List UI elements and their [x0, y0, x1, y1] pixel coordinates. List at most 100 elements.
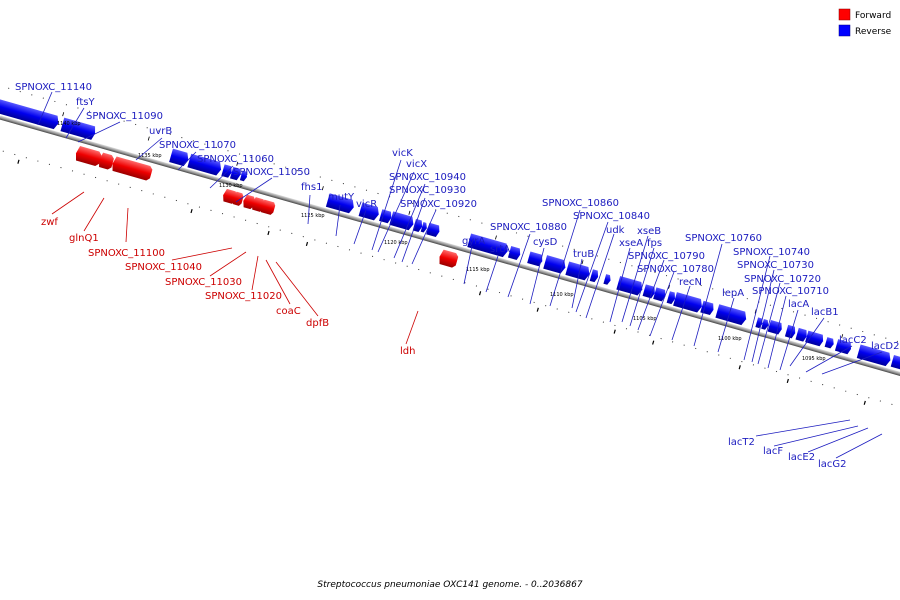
- gene-label: srtA: [490, 244, 510, 255]
- leader-line: [307, 194, 311, 225]
- reverse-gene-arrow: [420, 222, 427, 233]
- gene-label: SPNOXC_11020: [205, 291, 282, 302]
- reverse-labels: [37, 91, 883, 375]
- gene-label: SPNOXC_10880: [490, 222, 567, 233]
- gene-label: SPNOXC_11060: [197, 154, 274, 165]
- tick-label: 1095 kbp: [802, 356, 826, 362]
- gene-label: lacF: [763, 446, 783, 457]
- gene-label: xseB: [637, 226, 661, 237]
- reverse-gene-arrow: [527, 251, 543, 267]
- inner-tick: [613, 329, 616, 334]
- reverse-gene-arrow: [784, 324, 796, 339]
- leader-line: [405, 310, 419, 345]
- gene-label: xseA: [619, 238, 643, 249]
- inner-tick: [536, 307, 539, 312]
- leader-line: [411, 209, 437, 265]
- genome-backbone: [0, 115, 900, 377]
- gene-label: SPNOXC_10940: [389, 172, 466, 183]
- gene-label: SPNOXC_10780: [637, 264, 714, 275]
- gene-label: SPNOXC_10730: [737, 260, 814, 271]
- leader-line: [209, 251, 247, 277]
- leader-line: [575, 221, 609, 313]
- gene-label: mutY: [328, 192, 355, 203]
- legend-reverse-swatch: [838, 24, 851, 37]
- leader-line: [629, 247, 655, 327]
- gene-label: glnQ1: [69, 233, 99, 244]
- legend: Forward Reverse: [838, 8, 892, 37]
- reverse-gene-arrow: [412, 218, 423, 233]
- reverse-gene-arrow: [229, 166, 241, 181]
- forward-gene-arrow: [439, 249, 459, 268]
- leader-line: [275, 261, 319, 317]
- leader-line: [37, 91, 53, 126]
- reverse-gene-arrow: [0, 97, 59, 130]
- leader-line: [125, 207, 129, 243]
- reverse-gene-arrow: [239, 170, 248, 182]
- inner-tick: [863, 400, 866, 405]
- reverse-gene-arrow: [60, 117, 96, 140]
- tick-mark: [754, 309, 757, 314]
- tick-marks: [17, 112, 866, 405]
- reverse-gene-arrow: [642, 284, 655, 299]
- tick-mark: [321, 186, 324, 191]
- reverse-gene-arrow: [467, 233, 508, 258]
- leader-line: [821, 351, 883, 375]
- lower-gene-labels: lacT2 lacF lacE2 lacG2: [728, 437, 847, 470]
- forward-gene-arrow: [112, 156, 153, 181]
- gene-label: lacA: [788, 299, 809, 310]
- leader-line: [755, 419, 851, 437]
- outer-dotted-ring: [8, 87, 900, 347]
- reverse-gene-arrow: [507, 245, 521, 260]
- leader-line: [463, 245, 473, 285]
- reverse-gene-arrow: [700, 300, 714, 316]
- leader-line: [371, 159, 402, 251]
- tick-mark: [236, 161, 239, 166]
- legend-reverse-label: Reverse: [855, 27, 892, 37]
- gene-label: SPNOXC_10840: [573, 211, 650, 222]
- inner-dotted-ring: [0, 147, 896, 406]
- gene-label: fhs1: [301, 182, 322, 193]
- tick-mark: [668, 284, 671, 289]
- reverse-gene-labels: SPNOXC_11140 ftsY SPNOXC_11090 uvrB SPNO…: [15, 82, 899, 352]
- leader-line: [65, 107, 85, 139]
- leader-line: [251, 255, 259, 291]
- inner-tick: [738, 365, 741, 370]
- tick-label: 1130 kbp: [219, 183, 243, 189]
- tick-label: 1100 kbp: [718, 336, 742, 342]
- leader-line: [171, 247, 233, 261]
- reverse-gene-arrow: [603, 274, 611, 285]
- leader-line: [637, 259, 665, 331]
- tick-mark: [408, 210, 411, 215]
- gene-label: SPNOXC_11140: [15, 82, 92, 93]
- inner-tick: [305, 241, 309, 247]
- gene-label: vicX: [406, 159, 427, 170]
- leader-line: [393, 183, 426, 259]
- reverse-gene-arrow: [187, 153, 222, 176]
- gene-label: SPNOXC_11050: [233, 167, 310, 178]
- inner-tick: [17, 159, 20, 164]
- leader-line: [177, 151, 197, 171]
- reverse-gene-arrow: [325, 193, 354, 214]
- leader-line: [209, 165, 234, 189]
- lower-leaders: [755, 419, 883, 459]
- leader-line: [621, 235, 649, 323]
- inner-tick: [267, 230, 270, 236]
- gene-label: vicK: [392, 148, 413, 159]
- tick-mark: [581, 260, 584, 265]
- reverse-gene-arrow: [673, 292, 702, 313]
- legend-forward-label: Forward: [855, 11, 891, 21]
- gene-label: cysD: [533, 237, 558, 248]
- reverse-gene-arrow: [426, 222, 440, 237]
- leader-line: [265, 259, 291, 305]
- gene-label: SPNOXC_10930: [389, 185, 466, 196]
- forward-gene-arrow: [260, 199, 276, 215]
- gene-label: lacT2: [728, 437, 755, 448]
- leader-line: [779, 309, 799, 371]
- leader-line: [789, 317, 825, 367]
- gene-label: udk: [606, 225, 625, 236]
- gene-label: SPNOXC_11030: [165, 277, 242, 288]
- reverse-gene-arrow: [169, 148, 189, 167]
- reverse-gene-arrow: [805, 330, 824, 347]
- forward-gene-arrow: [99, 152, 114, 170]
- leader-line: [507, 233, 531, 298]
